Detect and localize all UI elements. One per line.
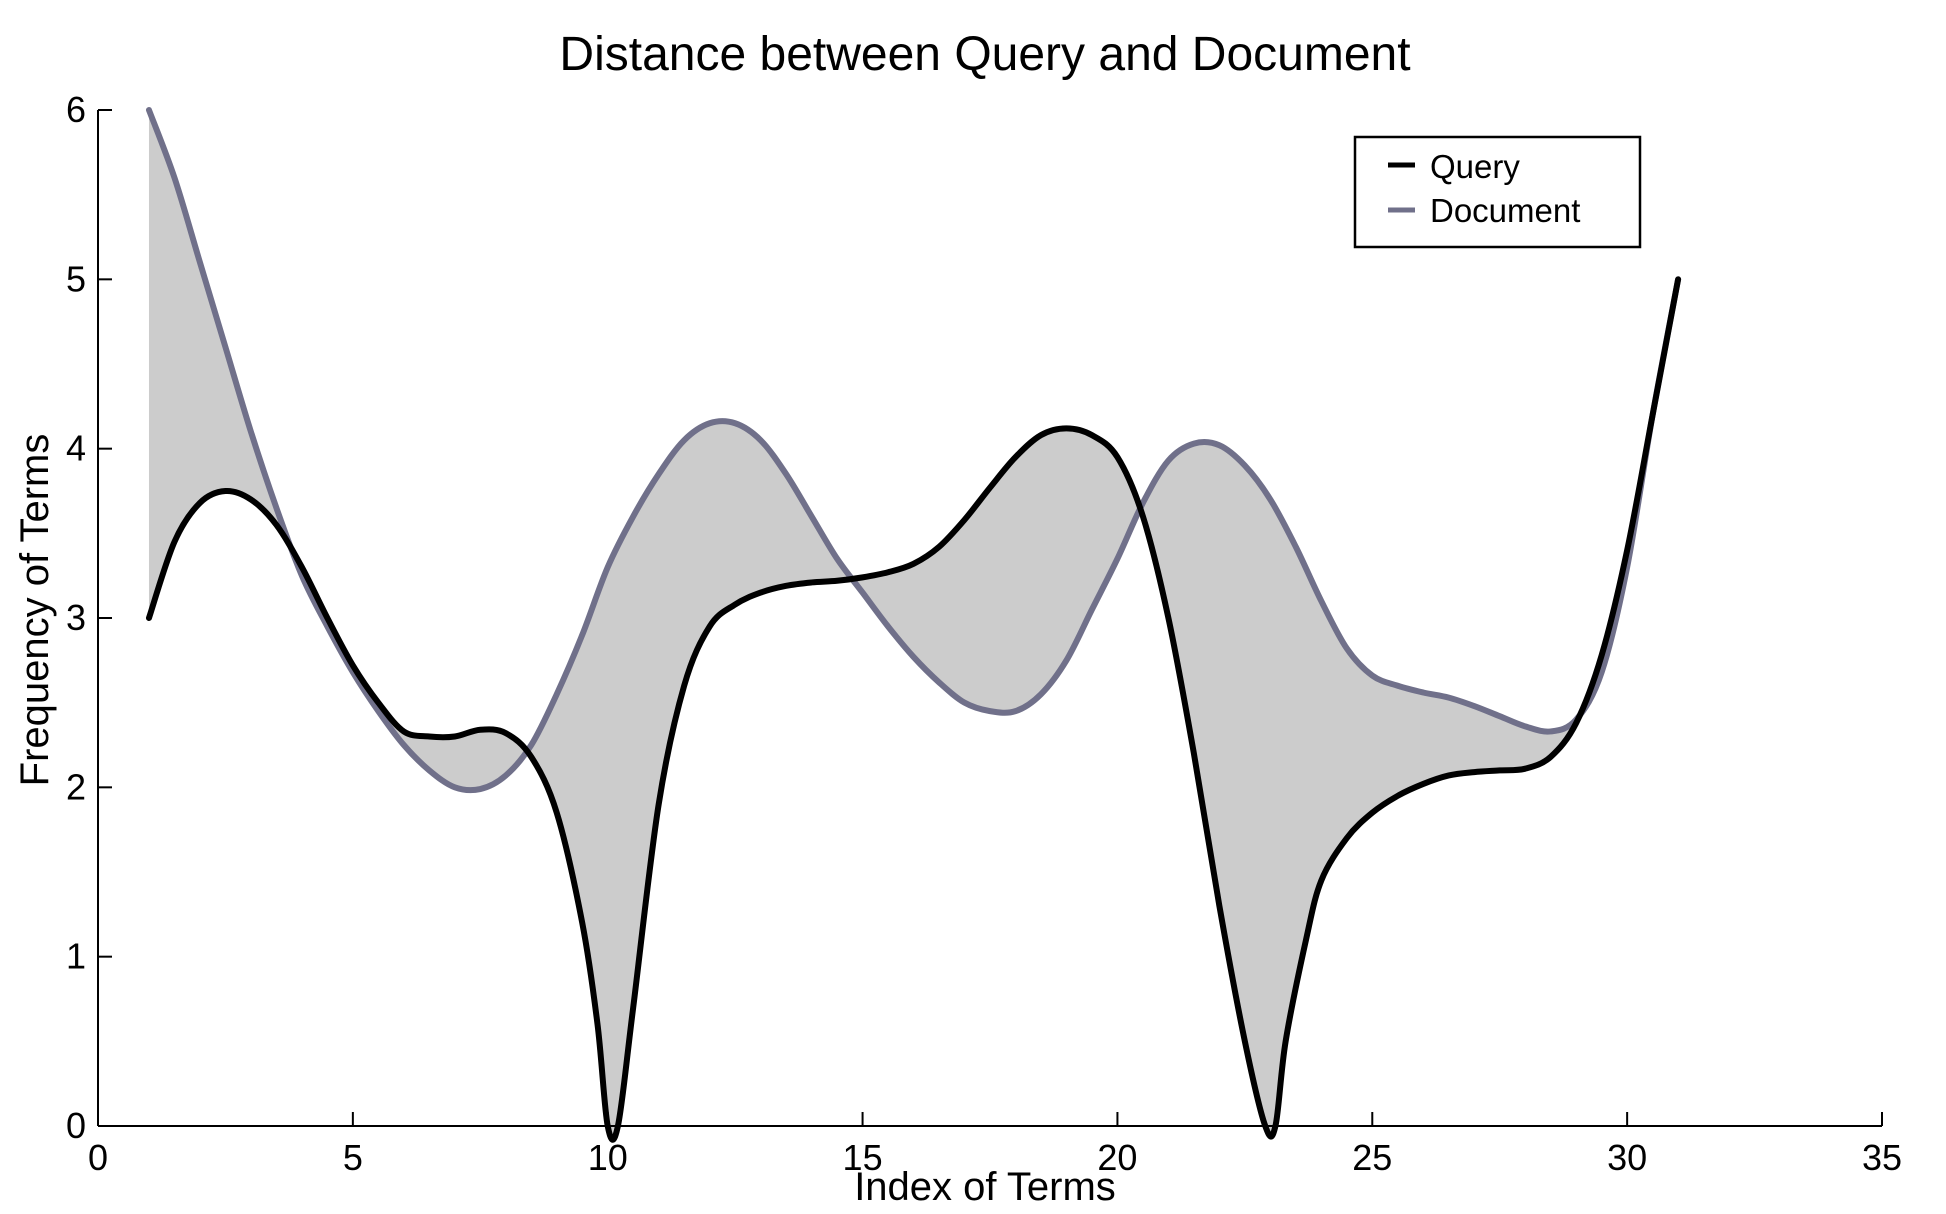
difference-fill-layer bbox=[148, 110, 1679, 1140]
y-tick-label: 1 bbox=[66, 936, 86, 977]
legend: Query Document bbox=[1353, 135, 1642, 249]
series-line-document bbox=[145, 107, 1682, 794]
difference-fill bbox=[148, 110, 1679, 1140]
legend-box bbox=[1353, 135, 1642, 249]
series-layer bbox=[145, 107, 1682, 1143]
y-tick-label: 4 bbox=[66, 428, 86, 469]
x-tick-label: 10 bbox=[588, 1137, 628, 1178]
ticks-layer: 0 5 10 15 20 25 30 35 0 1 2 3 4 5 6 bbox=[66, 89, 1902, 1178]
x-tick-label: 30 bbox=[1607, 1137, 1647, 1178]
y-tick-label: 3 bbox=[66, 597, 86, 638]
legend-label-document: Document bbox=[1430, 192, 1580, 229]
x-tick-label: 5 bbox=[343, 1137, 363, 1178]
x-tick-label: 25 bbox=[1352, 1137, 1392, 1178]
y-axis-label: Frequency of Terms bbox=[13, 434, 57, 787]
legend-label-query: Query bbox=[1430, 148, 1520, 185]
x-tick-label: 15 bbox=[843, 1137, 883, 1178]
x-tick-label: 35 bbox=[1862, 1137, 1902, 1178]
y-tick-label: 2 bbox=[66, 766, 86, 807]
x-tick-label: 20 bbox=[1097, 1137, 1137, 1178]
series-line-query bbox=[145, 276, 1682, 1143]
x-tick-label: 0 bbox=[88, 1137, 108, 1178]
y-tick-label: 5 bbox=[66, 258, 86, 299]
x-axis-label: Index of Terms bbox=[854, 1165, 1116, 1209]
chart-title: Distance between Query and Document bbox=[559, 28, 1410, 81]
y-tick-label: 6 bbox=[66, 89, 86, 130]
y-tick-label: 0 bbox=[66, 1105, 86, 1146]
